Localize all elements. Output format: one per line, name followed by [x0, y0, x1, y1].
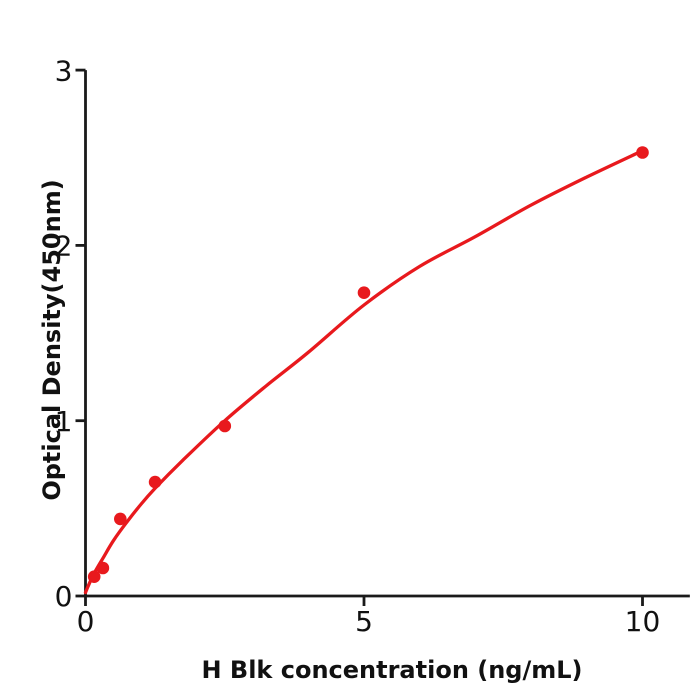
- data-point: [114, 512, 127, 526]
- fit-curve: [83, 149, 645, 595]
- data-point: [357, 286, 371, 300]
- x-axis-label: H Blk concentration (ng/mL): [201, 656, 582, 684]
- data-point: [148, 475, 162, 489]
- y-tick-label: 2: [55, 230, 73, 263]
- axis-spines: [84, 70, 690, 598]
- x-tick-label: 0: [77, 605, 95, 638]
- data-point: [96, 561, 110, 575]
- plot-area: 0 5 10 0 1 2 3: [55, 54, 690, 638]
- data-point: [218, 419, 232, 433]
- y-tick-label: 1: [55, 405, 73, 438]
- y-tick-label: 3: [55, 54, 73, 87]
- x-tick-label: 5: [355, 605, 373, 638]
- data-point: [87, 570, 101, 583]
- data-point: [636, 146, 649, 159]
- y-tick-label: 0: [55, 580, 73, 613]
- y-axis-label: Optical Density(450nm): [38, 179, 66, 500]
- x-tick-label: 10: [625, 605, 661, 638]
